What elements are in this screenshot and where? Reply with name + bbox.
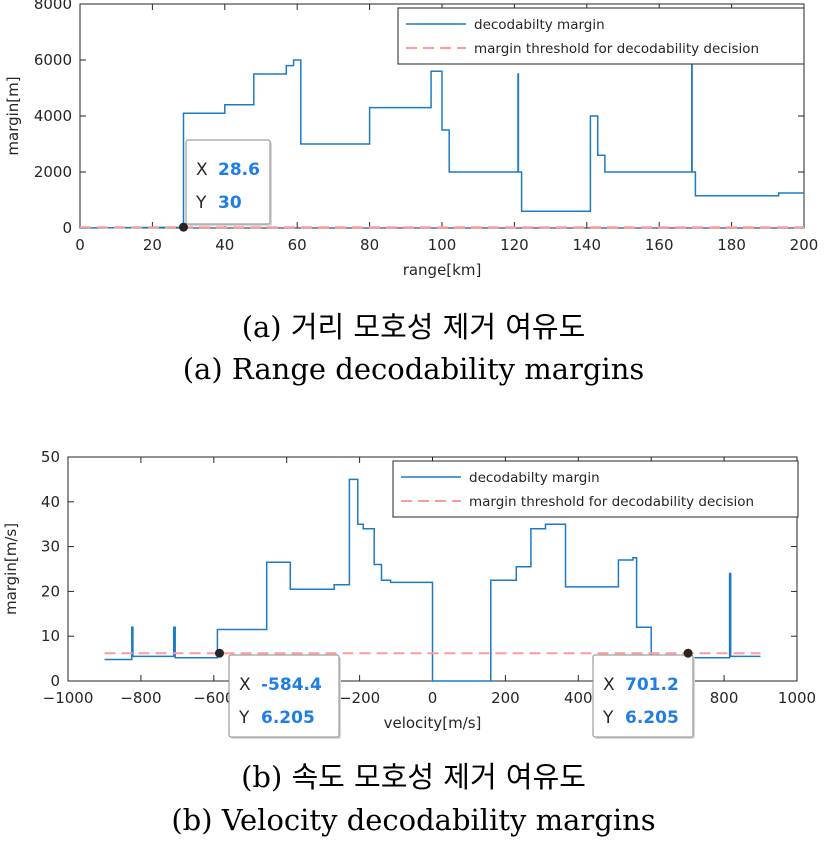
y-tick-label: 0 <box>62 219 72 237</box>
y-tick-label: 30 <box>41 538 60 556</box>
datatip-y-key: Y <box>602 708 614 728</box>
x-tick-label: 20 <box>143 236 162 254</box>
x-tick-label: −600 <box>193 689 234 707</box>
datatip-y-value: 6.205 <box>625 708 679 728</box>
x-tick-label: 100 <box>428 236 457 254</box>
datatip-x-key: X <box>196 160 208 180</box>
range-chart: 0 20 40 60 80 100 120 140 160 180 2000200040006000… <box>4 0 818 279</box>
x-axis-label: range[km] <box>403 261 482 279</box>
datatip-box <box>185 139 271 225</box>
caption-a-korean: (a) 거리 모호성 제거 여유도 <box>241 310 586 344</box>
datatip-y-value: 30 <box>218 193 242 213</box>
x-tick-label: −800 <box>120 689 161 707</box>
datatip-marker <box>683 648 693 658</box>
y-tick-label: 8000 <box>34 0 72 13</box>
margin-series-line <box>104 478 761 682</box>
datatip-x-value: 28.6 <box>218 160 260 180</box>
legend-entry-label: decodabilty margin <box>469 470 600 486</box>
datatip: X 28.6 Y 30 <box>179 139 272 232</box>
x-tick-label: 140 <box>572 236 601 254</box>
x-tick-label: −200 <box>339 689 380 707</box>
datatip-y-value: 6.205 <box>261 708 315 728</box>
datatip-box <box>228 654 340 738</box>
legend-box <box>397 7 805 65</box>
x-tick-label: 0 <box>428 689 438 707</box>
y-tick-label: 40 <box>41 493 60 511</box>
x-tick-label: 800 <box>710 689 739 707</box>
x-tick-label: 200 <box>491 689 520 707</box>
datatip-marker <box>214 648 224 658</box>
y-tick-label: 10 <box>41 627 60 645</box>
x-tick-label: 1000 <box>778 689 816 707</box>
x-tick-label: 80 <box>360 236 379 254</box>
legend-entry-label: margin threshold for decodability decisi… <box>474 41 759 57</box>
datatip: X -584.4 Y 6.205 <box>214 648 341 739</box>
datatip-y-key: Y <box>238 708 250 728</box>
caption-a-english: (a) Range decodability margins <box>182 352 645 386</box>
legend-entry-label: decodabilty margin <box>474 17 605 33</box>
caption-b-english: (b) Velocity decodability margins <box>171 803 656 837</box>
datatip: X 701.2 Y 6.205 <box>592 648 695 739</box>
x-tick-label: 40 <box>215 236 234 254</box>
y-tick-label: 4000 <box>34 107 72 125</box>
y-axis-label: margin[m] <box>4 76 22 155</box>
x-tick-label: −1000 <box>43 689 94 707</box>
datatip-x-key: X <box>603 675 615 695</box>
caption-b-korean: (b) 속도 모호성 제거 여유도 <box>241 760 586 794</box>
datatip-x-value: 701.2 <box>625 675 679 695</box>
y-tick-label: 2000 <box>34 163 72 181</box>
y-tick-label: 6000 <box>34 51 72 69</box>
velocity-legend: decodabilty margin margin threshold for d… <box>392 460 799 518</box>
x-tick-label: 60 <box>288 236 307 254</box>
legend-box <box>392 460 799 518</box>
x-tick-label: 200 <box>790 236 819 254</box>
legend-entry-label: margin threshold for decodability decisi… <box>469 494 754 510</box>
datatip-x-key: X <box>239 675 251 695</box>
x-tick-label: 0 <box>75 236 85 254</box>
x-tick-label: 160 <box>645 236 674 254</box>
datatip-marker <box>179 222 189 232</box>
x-tick-label: 180 <box>717 236 746 254</box>
datatip-y-key: Y <box>195 193 207 213</box>
range-legend: decodabilty margin margin threshold for d… <box>397 7 805 65</box>
y-tick-label: 50 <box>41 448 60 466</box>
velocity-chart: −1000−800−600−400−2000200400600800100001… <box>2 448 816 739</box>
y-tick-label: 0 <box>50 672 60 690</box>
x-axis-label: velocity[m/s] <box>384 714 482 732</box>
y-axis-label: margin[m/s] <box>2 523 20 615</box>
x-tick-label: 120 <box>500 236 529 254</box>
x-tick-label: 400 <box>564 689 593 707</box>
datatip-box <box>592 654 694 738</box>
datatip-x-value: -584.4 <box>261 675 322 695</box>
y-tick-label: 20 <box>41 582 60 600</box>
